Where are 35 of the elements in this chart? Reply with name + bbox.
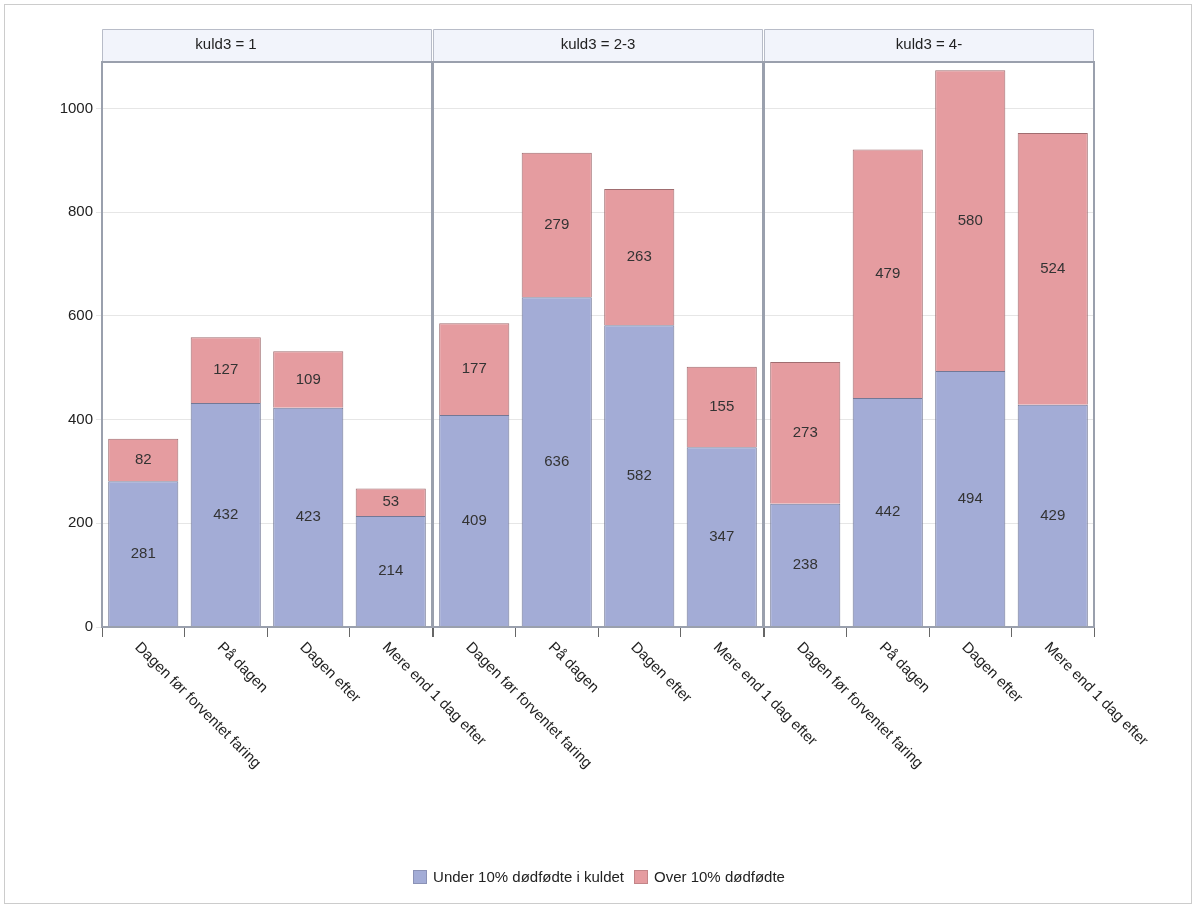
data-label: 82 [134, 450, 152, 468]
y-tick-label: 1000 [59, 98, 93, 116]
y-tick-label: 0 [84, 617, 93, 635]
data-label: 238 [792, 555, 818, 573]
chart-title: kuld3 = 4- [895, 35, 963, 53]
data-label: 432 [213, 504, 239, 522]
data-label: 53 [382, 492, 400, 510]
data-label: 580 [957, 210, 983, 228]
data-label: 214 [378, 561, 404, 579]
data-label: 442 [875, 502, 901, 520]
data-label: 279 [544, 215, 570, 233]
data-label: 524 [1040, 258, 1066, 276]
legend-label: Over 10% dødfødte [653, 868, 785, 885]
data-label: 263 [626, 247, 652, 265]
legend-label: Under 10% dødfødte i kuldet [432, 868, 625, 885]
data-label: 155 [709, 397, 735, 415]
data-label: 429 [1040, 505, 1066, 523]
y-tick-label: 400 [67, 409, 93, 427]
data-label: 582 [626, 466, 652, 484]
chart-title: kuld3 = 2-3 [560, 35, 636, 53]
data-label: 127 [213, 360, 239, 378]
data-label: 347 [709, 526, 735, 544]
data-label: 636 [544, 452, 570, 470]
data-label: 409 [461, 510, 487, 528]
data-label: 273 [792, 423, 818, 441]
chart-title: kuld3 = 1 [195, 35, 257, 53]
data-label: 281 [130, 544, 156, 562]
data-label: 479 [875, 263, 901, 281]
y-tick-label: 600 [67, 306, 93, 324]
data-label: 109 [295, 369, 321, 387]
y-tick-label: 800 [67, 202, 93, 220]
data-label: 494 [957, 488, 983, 506]
data-label: 423 [295, 507, 321, 525]
data-label: 177 [461, 359, 487, 377]
y-tick-label: 200 [67, 513, 93, 531]
